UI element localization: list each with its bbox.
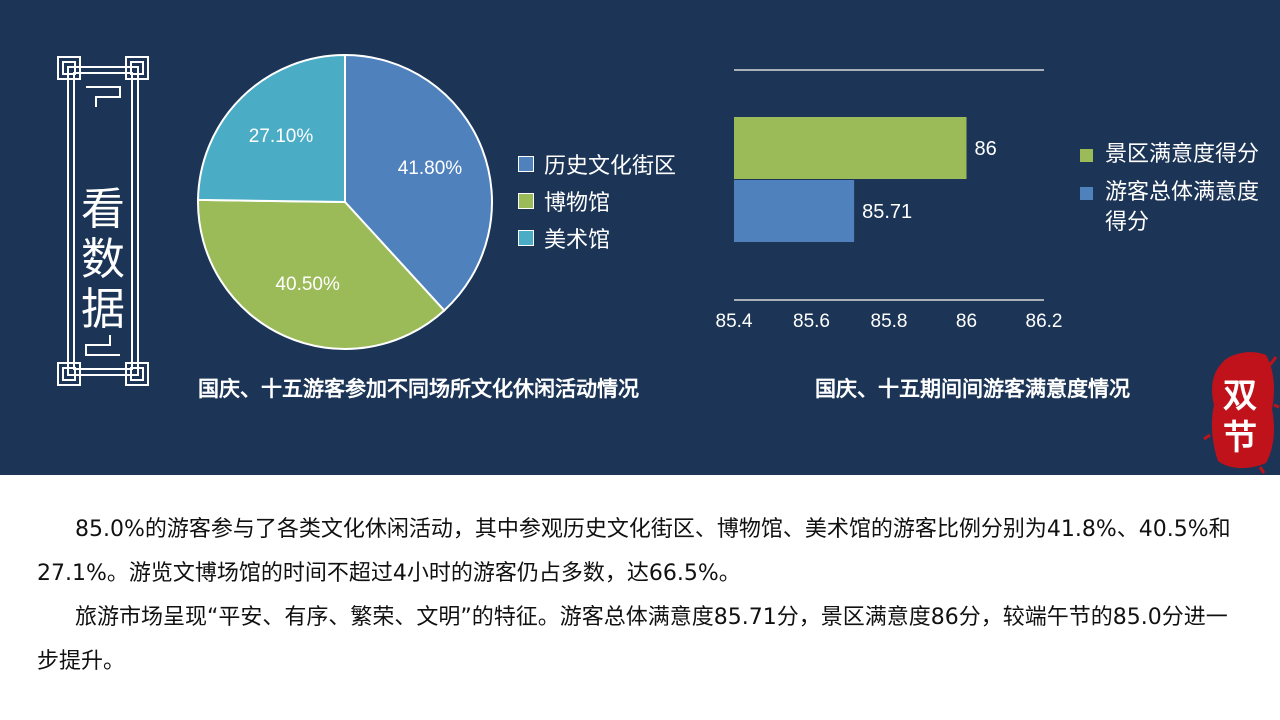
x-tick-label: 85.4: [716, 311, 753, 332]
legend-swatch: [1080, 149, 1093, 162]
paragraph: 旅游市场呈现“平安、有序、繁荣、文明”的特征。游客总体满意度85.71分，景区满…: [37, 605, 1228, 674]
pie-chart-title: 国庆、十五游客参加不同场所文化休闲活动情况: [198, 377, 639, 401]
x-tick-label: 86: [956, 311, 977, 332]
legend-label: 景区满意度得分: [1105, 142, 1260, 167]
side-label-frame: 看 数 据: [56, 55, 150, 387]
legend-label: 游客总体满意度得分: [1105, 180, 1260, 235]
pie-data-label: 41.80%: [397, 158, 463, 179]
paragraph: 85.0%的游客参与了各类文化休闲活动，其中参观历史文化街区、博物馆、美术馆的游…: [37, 517, 1231, 586]
festival-stamp: 双 节: [1200, 345, 1280, 475]
side-label-char: 据: [81, 284, 125, 335]
pie-chart: [190, 50, 510, 370]
legend-swatch: [1080, 187, 1093, 200]
legend-label: 博物馆: [544, 190, 611, 216]
stamp-text: 双 节: [1200, 345, 1280, 459]
side-label-char: 数: [81, 234, 125, 285]
bar: [734, 117, 967, 179]
legend-swatch: [518, 192, 534, 209]
pie-slice: [197, 198, 446, 350]
bar-data-label: 85.71: [862, 201, 912, 223]
legend-swatch: [518, 155, 534, 172]
ornament-frame-icon: [57, 56, 149, 386]
pie-data-label: 40.50%: [275, 274, 340, 296]
x-tick-label: 85.8: [871, 311, 908, 332]
pie-legend-item: 博物馆: [518, 182, 676, 219]
pie-legend: 历史文化街区 博物馆 美术馆: [518, 145, 676, 256]
pie-chart-svg: [197, 53, 493, 350]
bar-legend: 景区满意度得分 游客总体满意度得分: [1080, 140, 1260, 246]
pie-legend-item: 历史文化街区: [518, 145, 676, 182]
summary-text: 85.0%的游客参与了各类文化休闲活动，其中参观历史文化街区、博物馆、美术馆的游…: [37, 508, 1247, 684]
bar-chart: 86 85.71 85.4 85.6 85.8 86 86.2: [700, 55, 1080, 345]
bar-data-label: 86: [975, 138, 997, 160]
pie-legend-item: 美术馆: [518, 219, 676, 256]
legend-swatch: [518, 229, 534, 246]
side-label-char: 看: [81, 184, 125, 235]
legend-label: 美术馆: [544, 227, 611, 253]
bar-chart-svg: 86 85.71 85.4 85.6 85.8 86 86.2: [716, 69, 1063, 332]
x-tick-label: 85.6: [793, 311, 830, 332]
pie-slice: [197, 53, 346, 204]
bar-legend-item: 景区满意度得分: [1080, 140, 1260, 170]
stamp-char: 节: [1223, 418, 1257, 458]
stamp-char: 双: [1223, 376, 1257, 416]
legend-label: 历史文化街区: [544, 153, 677, 179]
header-panel: 看 数 据 41.80% 40.50% 27.10% 历史文化街区 博物馆 美术馆 …: [0, 0, 1280, 475]
side-label-text: 看 数 据: [56, 185, 150, 335]
pie-data-label: 27.10%: [248, 126, 314, 148]
x-tick-label: 86.2: [1026, 311, 1063, 332]
stamp-icon: [1203, 352, 1280, 474]
bar-legend-item: 游客总体满意度得分: [1080, 178, 1260, 238]
bar-chart-title: 国庆、十五期间间游客满意度情况: [815, 377, 1130, 401]
pie-slice: [344, 53, 493, 312]
bar: [734, 180, 855, 242]
